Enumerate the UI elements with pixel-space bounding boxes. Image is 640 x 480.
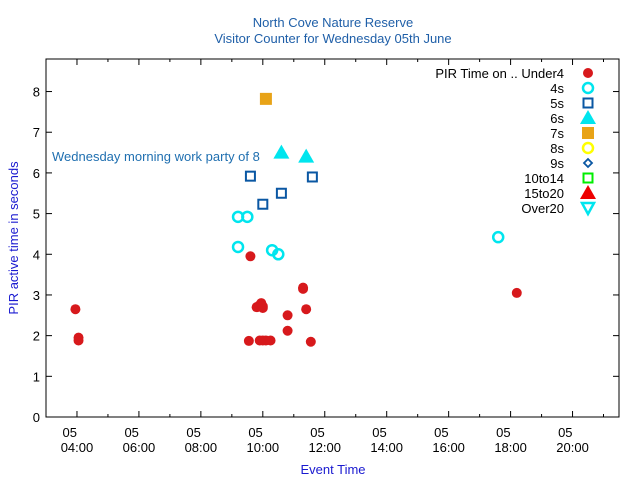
x-tick-day-label: 05 bbox=[372, 425, 386, 440]
data-point-under4 bbox=[298, 283, 309, 294]
y-tick-label: 5 bbox=[33, 207, 40, 222]
legend-title: PIR Time on .. bbox=[435, 66, 517, 81]
data-point-5s bbox=[257, 198, 269, 210]
legend-series-label: 15to20 bbox=[524, 186, 564, 201]
x-axis-label: Event Time bbox=[300, 462, 365, 477]
plot-area-border bbox=[45, 58, 620, 418]
legend-series-label: Over20 bbox=[521, 201, 564, 216]
y-tick-label: 8 bbox=[33, 85, 40, 100]
y-tick-label: 1 bbox=[33, 369, 40, 384]
data-point-6s bbox=[298, 148, 315, 163]
data-point-under4 bbox=[245, 251, 256, 262]
x-tick-time-label: 04:00 bbox=[61, 440, 94, 455]
data-point-7s bbox=[259, 92, 272, 105]
data-point-under4 bbox=[265, 335, 276, 346]
x-tick-time-label: 18:00 bbox=[494, 440, 527, 455]
chart-title: North Cove Nature Reserve bbox=[253, 15, 413, 30]
legend-series-label: 7s bbox=[550, 126, 564, 141]
legend-series-label: 6s bbox=[550, 111, 564, 126]
legend-marker-10to14 bbox=[582, 172, 594, 184]
data-points bbox=[70, 92, 522, 347]
data-point-5s bbox=[244, 170, 256, 182]
legend-series-label: 5s bbox=[550, 96, 564, 111]
annotation-label: Wednesday morning work party of 8 bbox=[52, 149, 260, 164]
legend-label-first: PIR Time on .. Under4 bbox=[435, 66, 564, 81]
x-tick-day-label: 05 bbox=[496, 425, 510, 440]
x-tick-day-label: 05 bbox=[124, 425, 138, 440]
x-tick-time-label: 08:00 bbox=[185, 440, 218, 455]
axes: 0123456780504:000506:000508:000510:00051… bbox=[33, 59, 619, 455]
data-point-5s bbox=[275, 187, 287, 199]
data-point-6s bbox=[273, 144, 290, 159]
data-point-under4 bbox=[257, 301, 268, 312]
legend: PIR Time on .. Under44s5s6s7s8s9s10to141… bbox=[435, 66, 597, 217]
legend-marker-6s bbox=[580, 110, 596, 124]
data-point-under4 bbox=[282, 310, 293, 321]
data-point-5s bbox=[306, 171, 318, 183]
data-point-under4 bbox=[243, 335, 254, 346]
y-tick-label: 6 bbox=[33, 166, 40, 181]
data-point-under4 bbox=[305, 336, 316, 347]
legend-series-label: 4s bbox=[550, 81, 564, 96]
legend-series-label: 10to14 bbox=[524, 171, 564, 186]
x-tick-time-label: 10:00 bbox=[247, 440, 280, 455]
x-tick-time-label: 14:00 bbox=[370, 440, 403, 455]
data-point-under4 bbox=[70, 304, 81, 315]
x-tick-day-label: 05 bbox=[558, 425, 572, 440]
data-point-under4 bbox=[282, 325, 293, 336]
legend-marker-4s bbox=[581, 81, 595, 95]
legend-marker-7s bbox=[582, 127, 594, 139]
legend-series-label: 8s bbox=[550, 141, 564, 156]
legend-series-label: Under4 bbox=[521, 66, 564, 81]
legend-marker-under4 bbox=[583, 68, 593, 78]
legend-marker-15to20 bbox=[580, 185, 596, 199]
x-tick-day-label: 05 bbox=[248, 425, 262, 440]
x-tick-day-label: 05 bbox=[63, 425, 77, 440]
legend-marker-9s bbox=[582, 157, 594, 169]
x-tick-time-label: 16:00 bbox=[432, 440, 465, 455]
data-point-under4 bbox=[511, 287, 522, 298]
legend-marker-over20 bbox=[579, 201, 597, 217]
data-point-4s bbox=[272, 248, 285, 261]
legend-marker-5s bbox=[582, 97, 594, 109]
x-tick-day-label: 05 bbox=[310, 425, 324, 440]
data-point-4s bbox=[231, 240, 245, 254]
legend-marker-8s bbox=[581, 141, 595, 155]
x-tick-day-label: 05 bbox=[186, 425, 200, 440]
chart-subtitle: Visitor Counter for Wednesday 05th June bbox=[214, 31, 451, 46]
y-tick-label: 0 bbox=[33, 410, 40, 425]
data-point-under4 bbox=[301, 304, 312, 315]
y-tick-label: 3 bbox=[33, 288, 40, 303]
x-tick-time-label: 06:00 bbox=[123, 440, 156, 455]
legend-series-label: 9s bbox=[550, 156, 564, 171]
data-point-4s bbox=[491, 230, 505, 244]
y-tick-label: 2 bbox=[33, 329, 40, 344]
y-axis-label: PIR active time in seconds bbox=[6, 161, 21, 315]
y-tick-label: 7 bbox=[33, 125, 40, 140]
data-point-4s bbox=[241, 210, 254, 224]
x-tick-time-label: 12:00 bbox=[308, 440, 341, 455]
x-tick-time-label: 20:00 bbox=[556, 440, 589, 455]
x-tick-day-label: 05 bbox=[434, 425, 448, 440]
data-point-under4 bbox=[73, 335, 84, 346]
y-tick-label: 4 bbox=[33, 247, 40, 262]
